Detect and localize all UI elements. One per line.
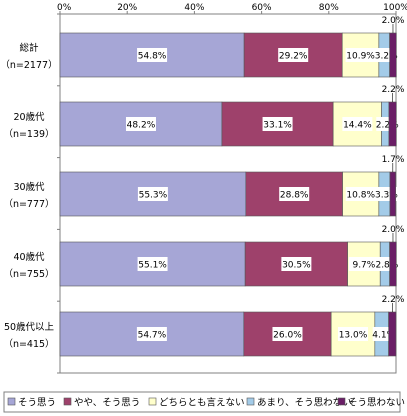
data-label: 2.2% [382, 295, 405, 305]
data-label-bg [281, 257, 312, 271]
data-label: 1.7% [382, 155, 405, 165]
legend-label: そう思わない [348, 398, 405, 409]
legend-swatch [337, 397, 346, 406]
data-label: 2.8% [375, 261, 398, 271]
data-label: 2.0% [382, 225, 405, 235]
data-label: 2.2% [382, 85, 405, 95]
data-label-bg [137, 257, 168, 271]
data-label-bg [262, 117, 293, 131]
category-label: 20歳代 [13, 111, 45, 123]
data-label: 4.1% [372, 331, 395, 341]
legend-swatch [7, 397, 16, 406]
data-label: 54.8% [138, 52, 167, 62]
category-sub-label: （n=415） [3, 338, 54, 350]
category-sub-label: （n=777） [3, 198, 54, 210]
data-label: 54.7% [138, 331, 167, 341]
x-tick-label: 40% [184, 3, 204, 13]
data-label-bg [345, 48, 376, 62]
data-label: 48.2% [127, 121, 156, 131]
data-label-bg [279, 187, 310, 201]
category-label: 総計 [19, 42, 39, 54]
legend-swatch [246, 397, 255, 406]
bar-segment [389, 241, 397, 287]
data-label: 14.4% [343, 121, 372, 131]
data-label: 3.3% [375, 191, 398, 201]
legend-label: あまり、そう思わない [257, 398, 352, 409]
category-sub-label: （n=755） [3, 268, 54, 280]
data-label: 26.0% [273, 331, 302, 341]
data-label: 10.8% [346, 191, 375, 201]
legend-swatch [148, 397, 157, 406]
data-label-bg [278, 48, 309, 62]
data-label-bg [125, 117, 156, 131]
x-tick-label: 100% [383, 3, 407, 13]
x-tick-label: 20% [117, 3, 137, 13]
data-label: 33.1% [263, 121, 292, 131]
data-label-bg [137, 48, 168, 62]
x-tick-label: 0% [57, 3, 72, 13]
legend-label: どちらとも言えない [159, 397, 245, 409]
data-label: 55.1% [138, 261, 167, 271]
data-label-bg [342, 117, 373, 131]
data-label: 29.2% [279, 52, 308, 62]
data-label: 10.9% [346, 52, 375, 62]
data-label: 13.0% [339, 331, 368, 341]
category-sub-label: （n=139） [3, 128, 54, 140]
legend-swatch [63, 397, 72, 406]
data-label: 28.8% [280, 191, 309, 201]
data-label-bg [337, 327, 368, 341]
data-label-bg [272, 327, 303, 341]
category-sub-label: （n=2177） [0, 59, 57, 71]
legend-label: やや、そう思う [74, 398, 140, 409]
data-label-bg [345, 187, 376, 201]
x-tick-label: 80% [319, 3, 339, 13]
data-label-bg [136, 327, 167, 341]
bar-segment [389, 32, 397, 78]
category-label: 40歳代 [13, 251, 45, 263]
bar-segment [388, 101, 397, 147]
category-label: 50歳代以上 [4, 321, 55, 333]
legend-box [3, 391, 401, 413]
data-label: 30.5% [282, 261, 311, 271]
x-tick-label: 60% [252, 3, 272, 13]
data-label: 9.7% [352, 261, 375, 271]
data-label: 2.0% [382, 16, 405, 26]
bar-segment [389, 171, 396, 217]
data-label: 3.2% [375, 52, 398, 62]
bar-segment [388, 311, 397, 357]
data-label-bg [137, 187, 168, 201]
data-label-bg [348, 257, 379, 271]
data-label: 55.3% [139, 191, 168, 201]
category-label: 30歳代 [13, 181, 45, 193]
data-label: 2.2% [376, 121, 399, 131]
legend-label: そう思う [18, 398, 56, 409]
